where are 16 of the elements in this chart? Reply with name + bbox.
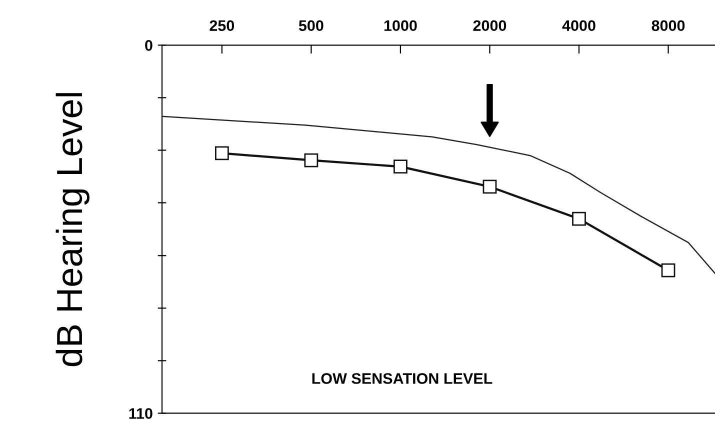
x-tick-label: 500 [298, 20, 324, 32]
x-tick-label: 4000 [562, 20, 596, 32]
point [482, 180, 497, 194]
point [214, 146, 229, 160]
point [572, 212, 586, 226]
y-tick-label: 0 [145, 40, 152, 51]
x-tick-label: 8000 [652, 20, 685, 32]
point [394, 160, 408, 174]
y-axis-title: dB Hearing Level [56, 93, 90, 366]
annotation: LOW SENSATION LEVEL [312, 373, 492, 384]
x-tick-label: 1000 [384, 20, 417, 32]
x-tick-label: 250 [210, 20, 234, 32]
point [661, 263, 676, 278]
x-tick-label: 2000 [473, 20, 506, 32]
point [304, 153, 318, 168]
y-tick-label: 110 [129, 408, 152, 419]
